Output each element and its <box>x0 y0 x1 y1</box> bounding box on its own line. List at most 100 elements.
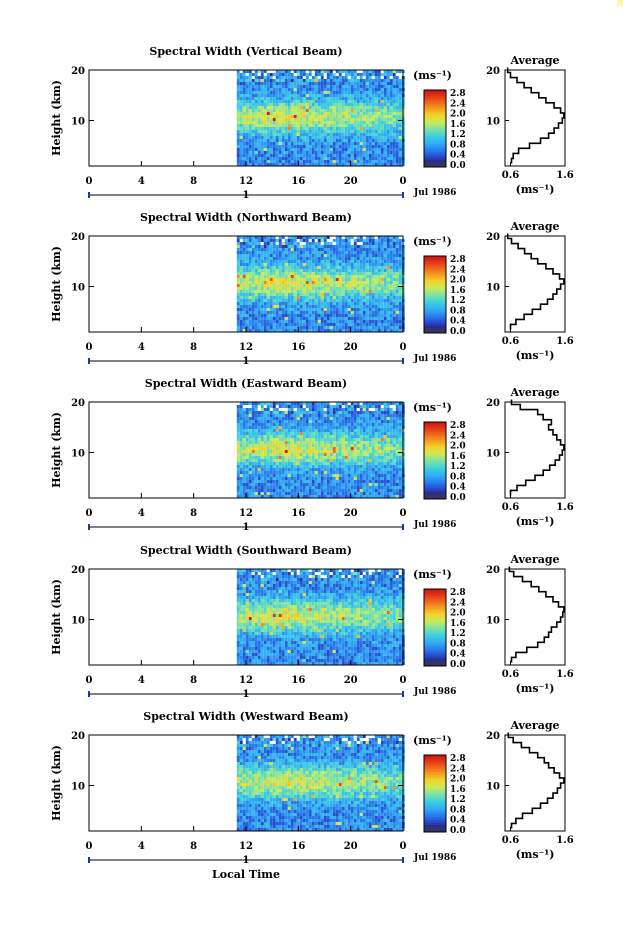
heatmap-cell <box>350 118 354 121</box>
date-marker: 1 <box>243 356 250 367</box>
heatmap-cell <box>275 408 279 411</box>
heatmap-cell <box>263 429 267 432</box>
heatmap-cell <box>314 160 318 163</box>
heatmap-cell <box>284 489 288 492</box>
heatmap-cell <box>383 154 387 157</box>
heatmap-cell <box>257 477 261 480</box>
heatmap-cell <box>302 296 306 299</box>
heatmap-cell <box>242 79 246 82</box>
heatmap-cell <box>392 70 396 73</box>
heatmap-cell <box>353 124 357 127</box>
heatmap-cell <box>380 257 384 260</box>
heatmap-cell <box>374 163 378 166</box>
heatmap-cell <box>260 79 264 82</box>
heatmap-cell <box>398 160 402 163</box>
heatmap-cell <box>290 112 294 115</box>
heatmap-cell <box>317 441 321 444</box>
heatmap-cell <box>314 293 318 296</box>
heatmap-cell <box>350 402 354 405</box>
heatmap-cell <box>287 456 291 459</box>
heatmap-cell <box>257 112 261 115</box>
heatmap-cell <box>281 429 285 432</box>
heatmap-cell <box>353 118 357 121</box>
heatmap-cell <box>308 284 312 287</box>
heatmap-cell <box>239 302 243 305</box>
heatmap-cell <box>299 305 303 308</box>
heatmap-cell <box>374 91 378 94</box>
heatmap-cell <box>380 311 384 314</box>
heatmap-cell <box>263 148 267 151</box>
heatmap-cell <box>290 408 294 411</box>
heatmap-cell <box>356 157 360 160</box>
heatmap-cell <box>272 269 276 272</box>
heatmap-cell <box>290 85 294 88</box>
heatmap-cell <box>272 236 276 239</box>
heatmap-cell <box>311 290 315 293</box>
heatmap-cell <box>275 308 279 311</box>
heatmap-cell <box>353 251 357 254</box>
heatmap-cell <box>380 148 384 151</box>
heatmap-cell <box>320 139 324 142</box>
heatmap-cell <box>290 495 294 498</box>
heatmap-cell <box>287 474 291 477</box>
heatmap-cell <box>308 109 312 112</box>
heatmap-cell <box>365 245 369 248</box>
heatmap-cell <box>371 248 375 251</box>
heatmap-cell <box>305 290 309 293</box>
heatmap-cell <box>257 417 261 420</box>
heatmap-cell <box>266 462 270 465</box>
heatmap-cell <box>377 148 381 151</box>
heatmap-cell <box>395 145 399 148</box>
heatmap-cell <box>281 112 285 115</box>
heatmap-cell <box>290 163 294 166</box>
heatmap-cell <box>251 314 255 317</box>
heatmap-cell <box>251 130 255 133</box>
heatmap-cell <box>392 145 396 148</box>
heatmap-cell <box>386 305 390 308</box>
x-tick-label: 8 <box>190 342 197 353</box>
heatmap-cell <box>395 311 399 314</box>
heatmap-cell <box>392 109 396 112</box>
heatmap-cell <box>377 326 381 329</box>
heatmap-cell <box>266 326 270 329</box>
heatmap-cell <box>284 251 288 254</box>
heatmap-cell <box>308 79 312 82</box>
heatmap-cell <box>389 302 393 305</box>
heatmap-cell <box>362 326 366 329</box>
heatmap-cell <box>386 266 390 269</box>
heatmap-cell <box>236 245 240 248</box>
heatmap-cell <box>299 142 303 145</box>
heatmap-cell <box>320 420 324 423</box>
heatmap-cell <box>287 103 291 106</box>
heatmap-cell <box>371 103 375 106</box>
heatmap-cell <box>314 408 318 411</box>
heatmap-cell <box>278 163 282 166</box>
heatmap-cell <box>251 85 255 88</box>
heatmap-cell <box>326 154 330 157</box>
heatmap-cell <box>344 115 348 118</box>
heatmap-cell <box>284 477 288 480</box>
heatmap-cell <box>257 73 261 76</box>
heatmap-cell <box>239 456 243 459</box>
heatmap-cell <box>281 492 285 495</box>
heatmap-cell <box>347 459 351 462</box>
heatmap-cell <box>269 299 273 302</box>
heatmap-cell <box>305 154 309 157</box>
heatmap-cell <box>371 323 375 326</box>
heatmap-cell <box>251 148 255 151</box>
heatmap-cell <box>338 465 342 468</box>
heatmap-cell <box>254 103 258 106</box>
heatmap-cell <box>260 254 264 257</box>
heatmap-cell <box>269 465 273 468</box>
heatmap-cell <box>398 82 402 85</box>
heatmap-cell <box>326 320 330 323</box>
heatmap-cell <box>290 239 294 242</box>
heatmap-cell <box>326 296 330 299</box>
heatmap-cell <box>293 435 297 438</box>
heatmap-cell <box>350 414 354 417</box>
heatmap-cell <box>296 109 300 112</box>
heatmap-cell <box>296 462 300 465</box>
heatmap-cell <box>257 456 261 459</box>
heatmap-cell <box>341 417 345 420</box>
heatmap-cell <box>341 91 345 94</box>
